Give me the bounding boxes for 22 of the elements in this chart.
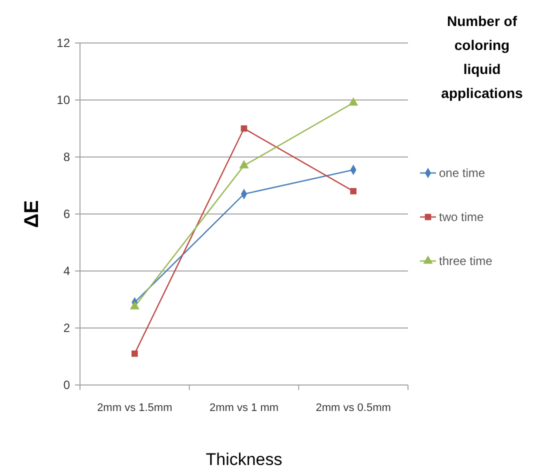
y-tick-label: 6	[63, 207, 70, 222]
x-axis-title: Thickness	[206, 450, 282, 469]
y-tick-label: 8	[63, 150, 70, 164]
x-tick-label: 2mm vs 1.5mm	[97, 402, 172, 414]
point	[240, 125, 248, 132]
y-tick-label: 2	[63, 321, 70, 336]
point	[348, 97, 358, 106]
point	[239, 160, 249, 168]
legend-label: two time	[439, 210, 484, 224]
point	[350, 188, 356, 194]
legend-label: three time	[439, 254, 493, 268]
legend-label: one time	[439, 166, 486, 180]
point	[132, 350, 138, 357]
x-tick-label: 2mm vs 0.5mm	[316, 402, 391, 414]
y-tick-label: 4	[63, 264, 70, 278]
y-tick-label: 12	[56, 36, 70, 50]
x-tick-label: 2mm vs 1 mm	[209, 402, 279, 414]
y-axis-title: ΔE	[21, 200, 43, 228]
point	[130, 301, 140, 310]
y-tick-label: 0	[63, 378, 70, 392]
y-tick-label: 10	[56, 93, 70, 108]
legend-title: Number of coloring liquid applications	[441, 13, 524, 101]
